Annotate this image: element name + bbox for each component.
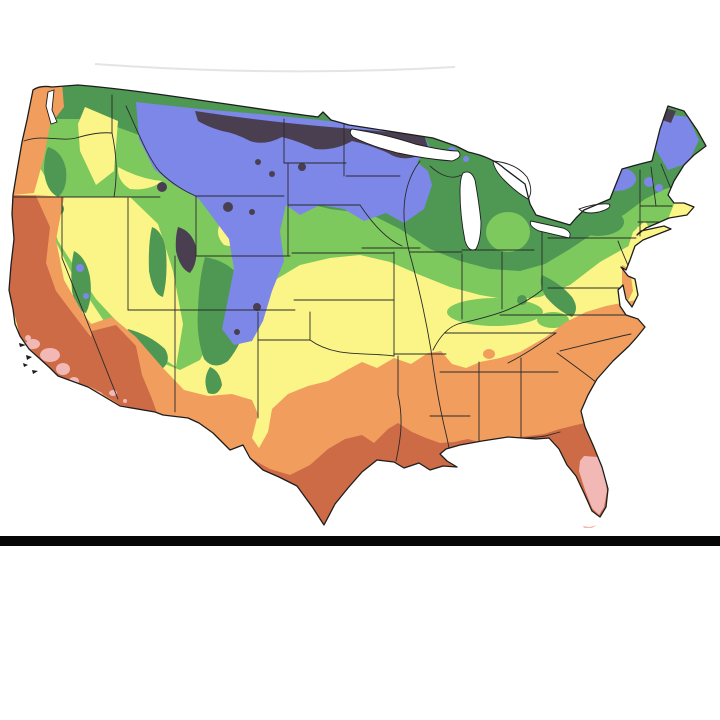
- us-outline: [8, 84, 707, 526]
- puget-sound: [45, 89, 58, 125]
- lake-huron: [492, 160, 532, 200]
- divider-bar: [0, 536, 720, 546]
- lake-erie: [529, 220, 571, 239]
- florida-keys: [583, 525, 597, 528]
- lake-michigan: [459, 171, 482, 251]
- zone-fills: [9, 85, 706, 525]
- zones-legend: ZONES: 345678910: [0, 560, 720, 640]
- state-borders: [11, 94, 676, 462]
- us-hardiness-map: [8, 63, 707, 528]
- offshore-islands: [19, 343, 38, 374]
- canada-border-crop-artifact: [94, 63, 456, 73]
- lake-superior: [349, 128, 461, 162]
- great-lakes: [45, 89, 611, 251]
